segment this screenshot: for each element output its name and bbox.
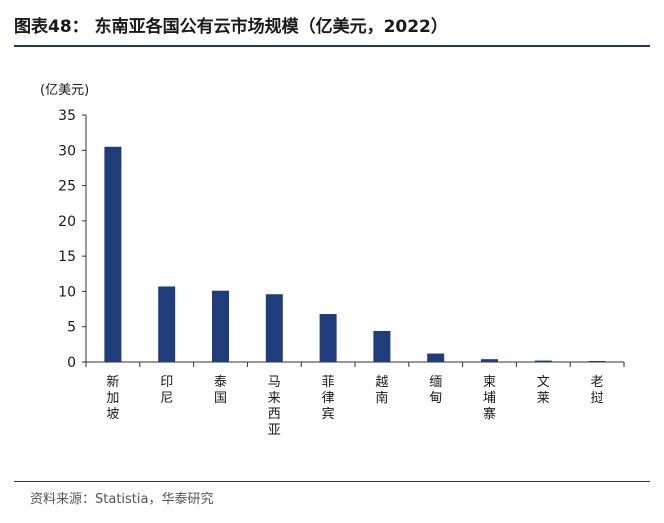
y-tick-label: 30 [58, 143, 76, 159]
x-tick-label: 马来西亚 [268, 375, 281, 438]
y-tick-label: 25 [58, 179, 76, 195]
bar [212, 290, 229, 362]
y-tick-label: 5 [67, 320, 76, 336]
bar [373, 330, 391, 362]
x-tick-label: 柬埔寨 [483, 375, 496, 422]
y-tick-label: 10 [58, 284, 76, 300]
bar [534, 360, 552, 362]
bar-chart: (亿美元) 0 5 10 15 20 25 30 35 新加坡 印尼 泰国 马来西亚 菲律宾 越南 缅甸 柬… [40, 83, 625, 438]
figure-title: 图表48： 东南亚各国公有云市场规模（亿美元，2022） [14, 17, 448, 37]
y-tick-label: 20 [58, 214, 76, 230]
y-tick-label: 0 [67, 355, 76, 371]
x-tick-label: 泰国 [214, 375, 227, 406]
title-rule [14, 45, 650, 47]
x-tick-label: 新加坡 [106, 374, 119, 422]
bar [158, 286, 176, 362]
y-tick-label: 35 [58, 108, 76, 124]
x-tick-label: 老挝 [591, 375, 604, 406]
x-tick-label: 菲律宾 [322, 375, 335, 422]
source-note: 资料来源：Statistia，华泰研究 [30, 492, 214, 507]
x-tick-label: 缅甸 [429, 375, 442, 406]
x-tick-label: 文莱 [537, 375, 550, 406]
source-rule [14, 481, 650, 482]
y-axis-label: (亿美元) [40, 83, 89, 98]
x-axis-ticks [85, 362, 625, 367]
x-tick-label: 越南 [375, 375, 388, 406]
bar [319, 314, 337, 362]
x-tick-label: 印尼 [160, 375, 173, 406]
bar [427, 353, 445, 362]
bar [265, 294, 283, 362]
bar [481, 359, 498, 362]
y-tick-label: 15 [58, 249, 76, 265]
bar [104, 146, 122, 362]
bars [104, 146, 606, 362]
bar [588, 361, 606, 362]
y-axis-ticks: 0 5 10 15 20 25 30 35 [58, 108, 86, 371]
x-axis-labels: 新加坡 印尼 泰国 马来西亚 菲律宾 越南 缅甸 柬埔寨 文莱 老挝 [106, 374, 603, 438]
